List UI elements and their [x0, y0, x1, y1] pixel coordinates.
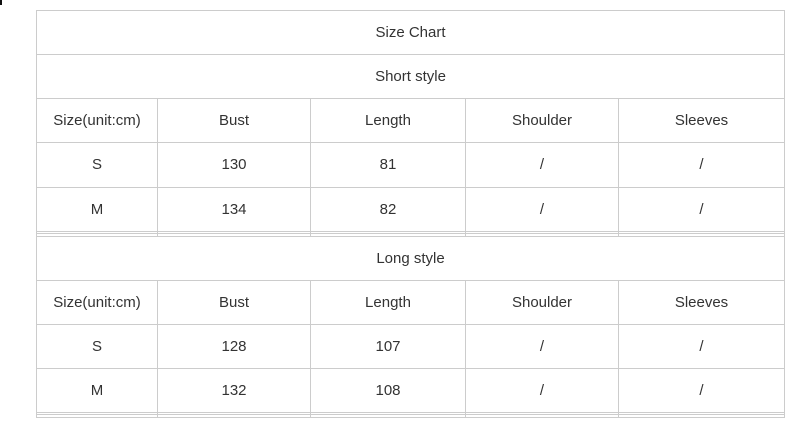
- empty-row: [36, 414, 786, 418]
- cell-length: 108: [310, 367, 466, 414]
- cell-size: M: [36, 367, 158, 414]
- cell-empty: [310, 414, 466, 418]
- column-header-bust: Bust: [157, 98, 311, 144]
- cell-bust: 128: [157, 323, 311, 369]
- cell-size: M: [36, 186, 158, 232]
- column-header-sleeves: Sleeves: [617, 279, 786, 325]
- cell-empty: [36, 414, 158, 418]
- column-header-length: Length: [310, 98, 466, 144]
- cell-shoulder: /: [465, 367, 619, 414]
- cell-length: 107: [310, 323, 466, 369]
- cell-length: 82: [310, 186, 466, 232]
- empty-row: [36, 411, 786, 416]
- cell-shoulder: /: [465, 186, 619, 232]
- chart-title: Size Chart: [35, 9, 786, 56]
- cell-sleeves: /: [617, 367, 786, 414]
- column-header-shoulder: Shoulder: [465, 279, 619, 325]
- cell-bust: 134: [157, 186, 311, 232]
- cell-sleeves: /: [617, 142, 786, 188]
- section-label-short: Short style: [35, 54, 786, 100]
- column-header-size: Size(unit:cm): [36, 98, 158, 144]
- cell-empty: [617, 414, 786, 418]
- section-row-short: Short style: [35, 54, 786, 100]
- cell-bust: 132: [157, 367, 311, 414]
- header-row-long: Size(unit:cm) Bust Length Shoulder Sleev…: [36, 279, 786, 325]
- section-row-long: Long style: [35, 235, 786, 281]
- column-header-shoulder: Shoulder: [465, 98, 619, 144]
- cell-size: S: [36, 142, 158, 188]
- cell-sleeves: /: [617, 186, 786, 232]
- title-row: Size Chart: [35, 9, 786, 56]
- cell-length: 81: [310, 142, 466, 188]
- table-row-long-m: M 132 108 / /: [36, 367, 786, 414]
- header-row-short: Size(unit:cm) Bust Length Shoulder Sleev…: [36, 98, 786, 144]
- cell-sleeves: /: [617, 323, 786, 369]
- cell-empty: [617, 232, 786, 237]
- cell-size: S: [36, 323, 158, 369]
- cell-shoulder: /: [465, 323, 619, 369]
- cell-bust: 130: [157, 142, 311, 188]
- cell-empty: [465, 414, 619, 418]
- column-header-size: Size(unit:cm): [36, 279, 158, 325]
- crop-artifact-mark: [0, 0, 2, 5]
- table-row-short-s: S 130 81 / /: [36, 142, 786, 188]
- column-header-bust: Bust: [157, 279, 311, 325]
- table-row-short-m: M 134 82 / /: [36, 186, 786, 232]
- table-row-long-s: S 128 107 / /: [36, 323, 786, 369]
- cell-shoulder: /: [465, 142, 619, 188]
- column-header-length: Length: [310, 279, 466, 325]
- section-label-long: Long style: [35, 235, 786, 281]
- empty-row: [36, 232, 786, 237]
- cell-empty: [617, 411, 786, 416]
- cell-empty: [157, 414, 311, 418]
- column-header-sleeves: Sleeves: [617, 98, 786, 144]
- size-chart-table: Size Chart Short style Size(unit:cm) Bus…: [35, 9, 786, 418]
